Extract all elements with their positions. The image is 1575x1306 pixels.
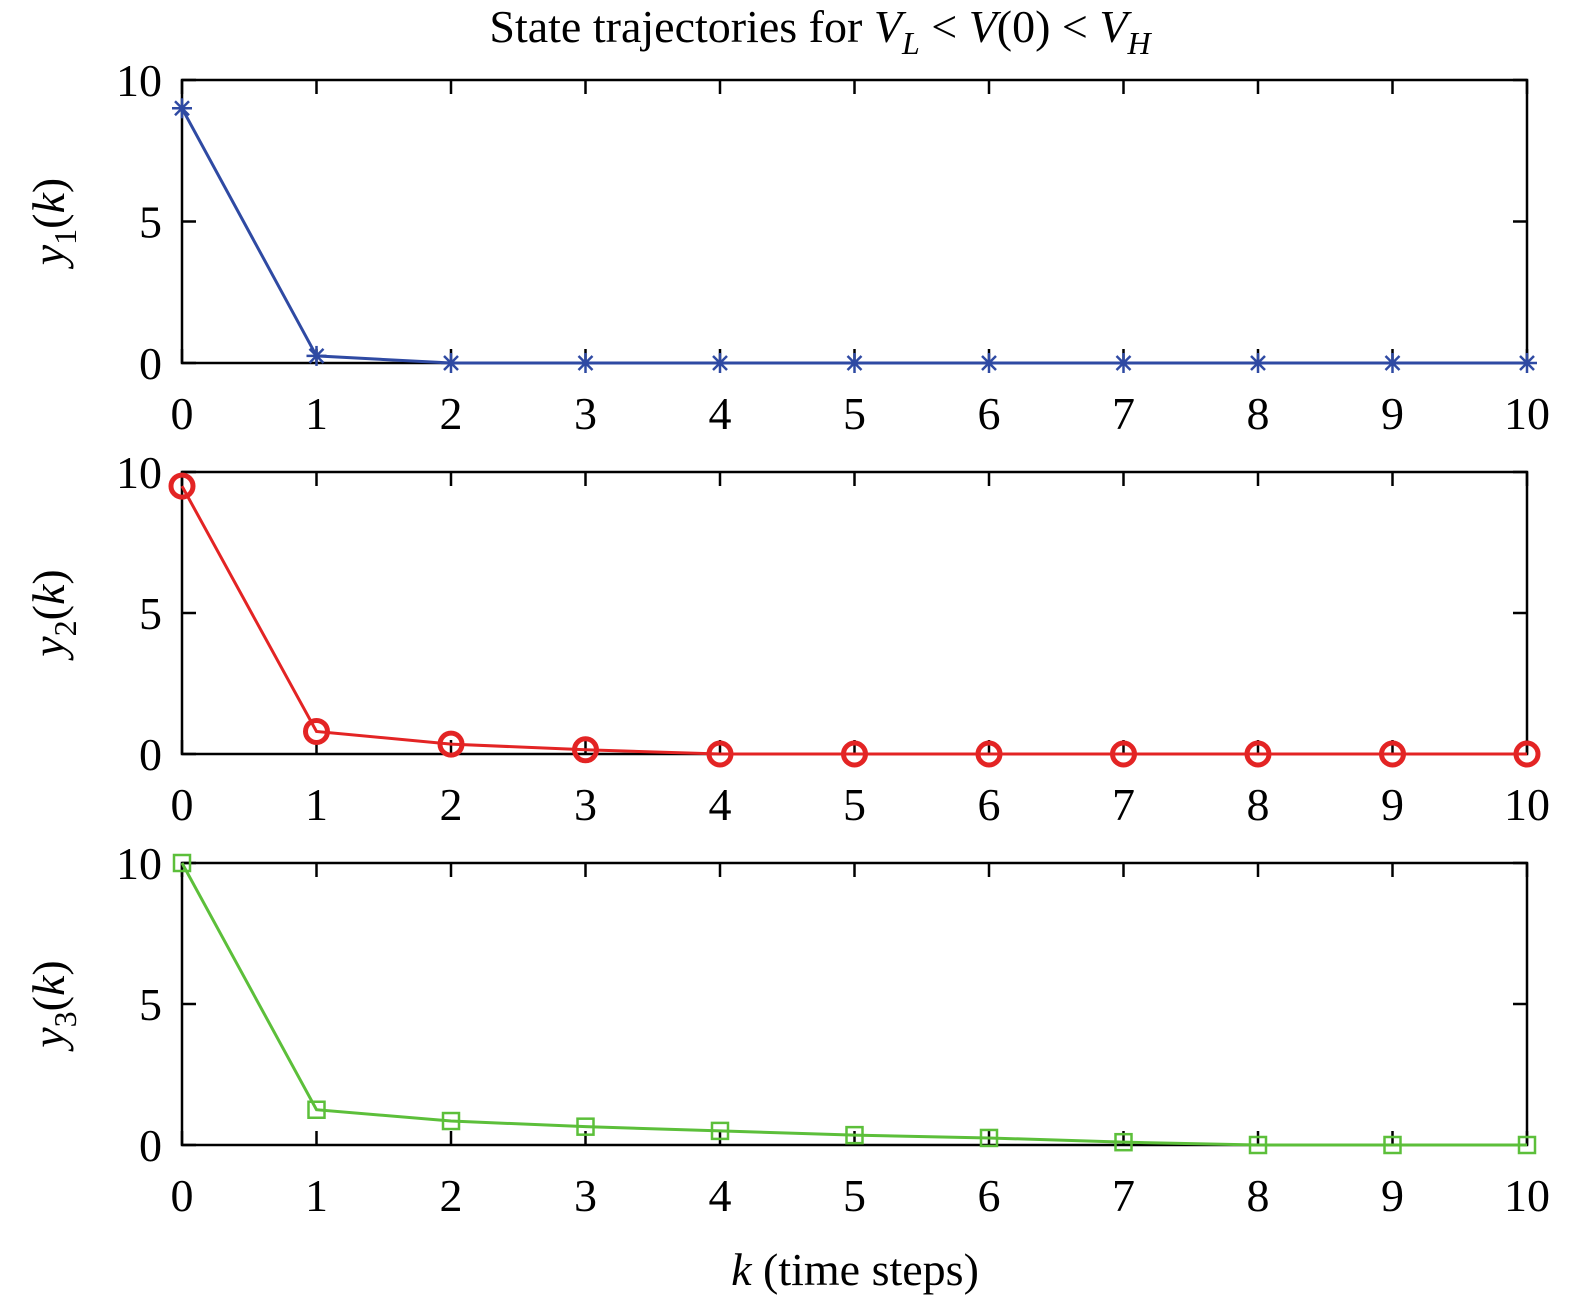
data-point <box>307 1100 326 1119</box>
data-point <box>844 353 865 373</box>
x-tick-label: 7 <box>1112 1170 1135 1221</box>
x-tick-label: 3 <box>574 1170 597 1221</box>
series-line <box>180 862 1527 1147</box>
x-tick-label: 0 <box>171 1170 194 1221</box>
x-tick-label: 9 <box>1381 1170 1404 1221</box>
x-tick-label: 8 <box>1247 388 1270 439</box>
series-line <box>180 107 1527 365</box>
data-point <box>841 740 868 768</box>
y-tick-label: 5 <box>139 197 162 248</box>
x-tick-label: 9 <box>1381 388 1404 439</box>
x-tick-label: 4 <box>709 1170 732 1221</box>
data-point <box>975 740 1003 768</box>
data-point <box>303 717 330 745</box>
plot-frame <box>180 78 1529 365</box>
y-tick-label: 5 <box>139 979 162 1030</box>
x-tick-label: 7 <box>1112 779 1135 830</box>
x-tick-label: 10 <box>1504 779 1550 830</box>
y-tick-label: 10 <box>116 447 162 498</box>
y-axis-label: y2(k) <box>23 569 83 661</box>
x-tick-label: 6 <box>978 1170 1001 1221</box>
x-tick-label: 2 <box>440 388 463 439</box>
data-point <box>572 736 599 764</box>
y-axis-label: y1(k) <box>23 178 83 270</box>
data-point <box>1383 1135 1402 1155</box>
x-tick-label: 5 <box>843 779 866 830</box>
x-tick-label: 9 <box>1381 779 1404 830</box>
data-point <box>172 98 192 119</box>
data-point <box>1113 353 1134 373</box>
data-point <box>1379 740 1406 768</box>
x-tick-label: 10 <box>1504 388 1550 439</box>
y-tick-label: 0 <box>139 729 162 780</box>
x-tick-label: 2 <box>440 779 463 830</box>
data-point <box>706 740 734 768</box>
y-tick-label: 0 <box>139 338 162 389</box>
x-tick-label: 5 <box>843 388 866 439</box>
data-point <box>306 345 327 366</box>
subplot-3: 0 1 2 3 4 5 6 7 8 9 10 0 5 10 y3(k) <box>23 838 1550 1221</box>
data-point <box>845 1125 864 1145</box>
x-tick-label: 0 <box>171 388 194 439</box>
data-point <box>1114 1132 1133 1152</box>
x-tick-label: 1 <box>305 388 328 439</box>
subplot-2: 0 1 2 3 4 5 6 7 8 9 10 0 5 10 y2(k) <box>23 447 1550 830</box>
data-point <box>1517 353 1537 373</box>
x-tick-label: 0 <box>171 779 194 830</box>
y-axis-label: y3(k) <box>23 960 83 1052</box>
plot-frame <box>180 861 1529 1147</box>
data-point <box>979 353 999 373</box>
data-point <box>441 353 461 373</box>
y-tick-label: 10 <box>116 55 162 106</box>
data-point <box>1513 740 1541 768</box>
y-tick-label: 0 <box>139 1120 162 1171</box>
x-tick-label: 4 <box>709 779 732 830</box>
data-point <box>979 1128 999 1148</box>
x-tick-label: 8 <box>1247 1170 1270 1221</box>
x-tick-label: 6 <box>978 388 1001 439</box>
data-point <box>1244 740 1272 768</box>
x-axis-label: k (time steps) <box>731 1244 979 1295</box>
x-tick-label: 6 <box>978 779 1001 830</box>
x-tick-label: 3 <box>574 388 597 439</box>
series-line <box>180 485 1527 756</box>
data-point <box>1382 353 1403 373</box>
data-point <box>576 1117 595 1136</box>
x-tick-label: 5 <box>843 1170 866 1221</box>
x-tick-label: 3 <box>574 779 597 830</box>
y-tick-label: 10 <box>116 838 162 889</box>
y-tick-label: 5 <box>139 588 162 639</box>
subplot-1: 0 1 2 3 4 5 6 7 8 9 10 0 5 10 y1(k) <box>23 55 1550 439</box>
data-point <box>710 353 730 373</box>
figure-title: State trajectories for VL < V(0) < VH <box>489 1 1152 61</box>
x-tick-label: 2 <box>440 1170 463 1221</box>
data-point <box>1248 1135 1268 1155</box>
x-tick-label: 4 <box>709 388 732 439</box>
data-point <box>1517 1135 1537 1155</box>
data-point <box>1110 740 1137 768</box>
data-point <box>168 472 196 500</box>
data-point <box>437 730 465 758</box>
x-tick-label: 1 <box>305 1170 328 1221</box>
x-tick-label: 7 <box>1112 388 1135 439</box>
data-point <box>441 1111 461 1131</box>
x-tick-label: 1 <box>305 779 328 830</box>
data-point <box>172 853 192 873</box>
data-point <box>1248 353 1268 373</box>
data-point <box>710 1121 730 1141</box>
plot-frame <box>180 470 1529 756</box>
data-point <box>575 353 596 373</box>
x-tick-label: 10 <box>1504 1170 1550 1221</box>
x-tick-label: 8 <box>1247 779 1270 830</box>
